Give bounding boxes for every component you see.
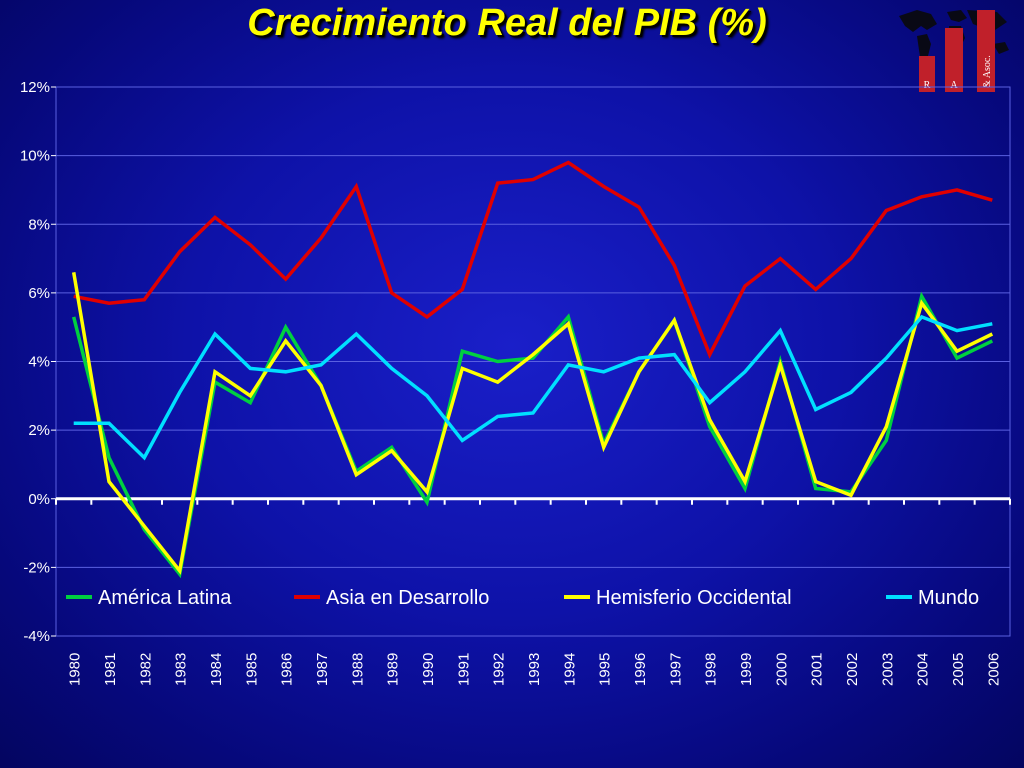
x-tick-label: 1983 xyxy=(173,653,190,686)
legend-entry-0: América Latina xyxy=(98,587,232,609)
x-tick-label: 2005 xyxy=(950,653,967,686)
y-tick-label: 10% xyxy=(20,148,50,165)
logo-letter-a: A xyxy=(950,80,958,91)
x-tick-label: 1995 xyxy=(597,653,614,686)
x-tick-label: 2003 xyxy=(879,653,896,686)
x-tick-label: 2004 xyxy=(915,653,932,686)
x-tick-label: 1989 xyxy=(385,653,402,686)
logo-bar-a xyxy=(945,28,963,92)
y-tick-label: 2% xyxy=(28,422,50,439)
x-tick-label: 1999 xyxy=(738,653,755,686)
x-tick-label: 1997 xyxy=(667,653,684,686)
y-tick-label: 0% xyxy=(28,491,50,508)
y-tick-label: 6% xyxy=(28,285,50,302)
series-line-2 xyxy=(71,272,994,575)
logo-letter-asoc: & Asoc. xyxy=(982,55,993,88)
x-tick-label: 1998 xyxy=(703,653,720,686)
x-axis-tick-labels: 1980 1981 1982 1983 1984 1985 1986 1987 1988 1989… xyxy=(67,653,1003,686)
x-tick-label: 2000 xyxy=(773,653,790,686)
chart-title: Crecimiento Real del PIB (%) xyxy=(247,2,767,44)
x-tick-label: 1982 xyxy=(137,653,154,686)
y-tick-label: 8% xyxy=(28,216,50,233)
legend-entry-2: Hemisferio Occidental xyxy=(596,587,792,609)
x-tick-label: 1996 xyxy=(632,653,649,686)
y-tick-label: 12% xyxy=(20,79,50,96)
x-tick-label: 2002 xyxy=(844,653,861,686)
x-tick-label: 1994 xyxy=(561,653,578,686)
x-tick-label: 1993 xyxy=(526,653,543,686)
x-tick-label: 1991 xyxy=(455,653,472,686)
x-tick-label: 1992 xyxy=(491,653,508,686)
x-tick-label: 2006 xyxy=(985,653,1002,686)
legend-entry-1: Asia en Desarrollo xyxy=(326,587,489,609)
x-tick-label: 1980 xyxy=(67,653,84,686)
x-tick-label: 1984 xyxy=(208,653,225,686)
x-tick-label: 1985 xyxy=(243,653,260,686)
zero-line xyxy=(55,497,1011,505)
legend: América Latina Asia en Desarrollo Hemisfer… xyxy=(66,587,979,609)
y-axis-tick-labels: -4% -2% 0% 2% 4% 6% 8% 10% 12% xyxy=(20,79,50,645)
y-tick-label: 4% xyxy=(28,354,50,371)
series-line-3 xyxy=(73,314,993,461)
company-logo: R A & Asoc. xyxy=(899,10,1009,92)
y-tick-label: -4% xyxy=(23,628,50,645)
x-tick-label: 1987 xyxy=(314,653,331,686)
x-tick-label: 2001 xyxy=(809,653,826,686)
x-tick-label: 1988 xyxy=(349,653,366,686)
legend-entry-3: Mundo xyxy=(918,587,979,609)
x-tick-label: 1986 xyxy=(279,653,296,686)
logo-letter-r: R xyxy=(924,80,931,91)
logo-bar-r xyxy=(919,56,935,92)
series-line-1 xyxy=(73,160,993,359)
x-tick-label: 1990 xyxy=(420,653,437,686)
y-tick-label: -2% xyxy=(23,559,50,576)
x-tick-label: 1981 xyxy=(102,653,119,686)
series-lines xyxy=(71,160,994,579)
logo-bar-asoc xyxy=(977,10,995,92)
gridlines xyxy=(51,86,1011,637)
